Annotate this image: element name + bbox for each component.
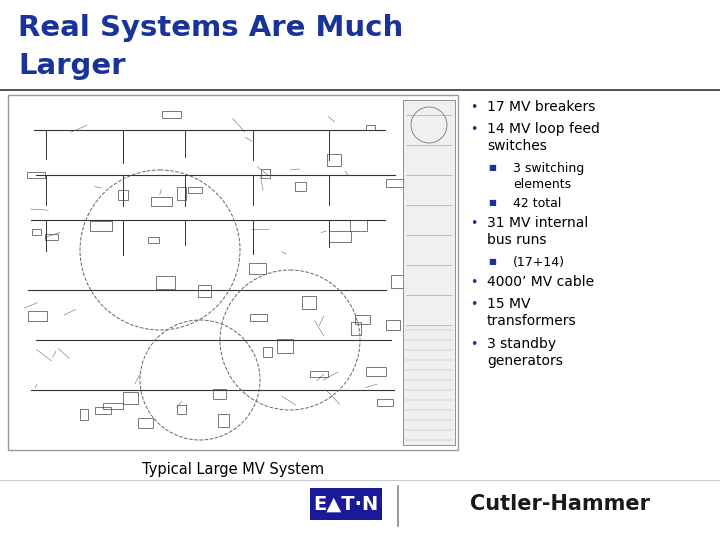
Bar bbox=[261, 169, 270, 178]
FancyBboxPatch shape bbox=[8, 95, 458, 450]
Bar bbox=[366, 125, 375, 130]
Text: 14 MV loop feed
switches: 14 MV loop feed switches bbox=[487, 122, 600, 153]
Text: Larger: Larger bbox=[18, 52, 125, 80]
Bar bbox=[103, 403, 122, 409]
FancyBboxPatch shape bbox=[310, 488, 382, 520]
Bar bbox=[123, 392, 138, 404]
Bar bbox=[295, 183, 306, 191]
Bar bbox=[199, 285, 211, 297]
Text: Typical Large MV System: Typical Large MV System bbox=[142, 462, 324, 477]
Bar bbox=[354, 315, 371, 323]
Bar bbox=[28, 311, 48, 321]
Bar bbox=[329, 232, 351, 242]
Bar bbox=[27, 172, 45, 178]
Text: •: • bbox=[470, 338, 477, 351]
Bar bbox=[276, 340, 294, 353]
Text: ■: ■ bbox=[488, 257, 496, 266]
Bar bbox=[45, 234, 58, 240]
Bar bbox=[351, 322, 361, 334]
Bar bbox=[377, 399, 393, 406]
Text: 3 switching
elements: 3 switching elements bbox=[513, 162, 584, 191]
Bar bbox=[95, 407, 111, 414]
Bar bbox=[188, 187, 202, 193]
Bar bbox=[218, 414, 230, 427]
Text: •: • bbox=[470, 101, 477, 114]
Text: Cutler-Hammer: Cutler-Hammer bbox=[470, 494, 650, 514]
Bar bbox=[80, 409, 88, 421]
Text: 42 total: 42 total bbox=[513, 197, 562, 210]
Text: •: • bbox=[470, 298, 477, 311]
Bar bbox=[263, 347, 272, 357]
Text: •: • bbox=[470, 123, 477, 136]
Bar bbox=[302, 296, 315, 309]
Text: 31 MV internal
bus runs: 31 MV internal bus runs bbox=[487, 216, 588, 247]
Bar bbox=[148, 238, 158, 243]
Bar bbox=[327, 154, 341, 166]
Bar bbox=[118, 190, 128, 200]
Bar bbox=[150, 197, 172, 206]
Bar bbox=[90, 221, 112, 231]
Bar bbox=[161, 111, 181, 118]
Text: 15 MV
transformers: 15 MV transformers bbox=[487, 297, 577, 328]
Text: (17+14): (17+14) bbox=[513, 256, 565, 269]
Bar bbox=[366, 367, 386, 376]
Text: ■: ■ bbox=[488, 198, 496, 207]
Text: •: • bbox=[470, 217, 477, 230]
Bar bbox=[138, 417, 153, 428]
Bar bbox=[156, 276, 175, 289]
Bar bbox=[403, 100, 455, 445]
Bar bbox=[32, 229, 41, 235]
Text: •: • bbox=[470, 276, 477, 289]
Bar bbox=[249, 264, 266, 274]
Bar bbox=[213, 389, 227, 399]
Text: 4000’ MV cable: 4000’ MV cable bbox=[487, 275, 594, 289]
Bar bbox=[391, 275, 406, 288]
Text: Real Systems Are Much: Real Systems Are Much bbox=[18, 14, 403, 42]
Bar bbox=[351, 220, 366, 231]
Text: ■: ■ bbox=[488, 163, 496, 172]
Text: E▲T·N: E▲T·N bbox=[313, 495, 379, 514]
Bar bbox=[386, 320, 400, 330]
Bar bbox=[386, 179, 403, 186]
Bar bbox=[177, 187, 186, 199]
Bar bbox=[177, 406, 186, 414]
Bar bbox=[310, 371, 328, 377]
Text: 17 MV breakers: 17 MV breakers bbox=[487, 100, 595, 114]
Text: 3 standby
generators: 3 standby generators bbox=[487, 337, 563, 368]
Bar bbox=[250, 314, 267, 321]
